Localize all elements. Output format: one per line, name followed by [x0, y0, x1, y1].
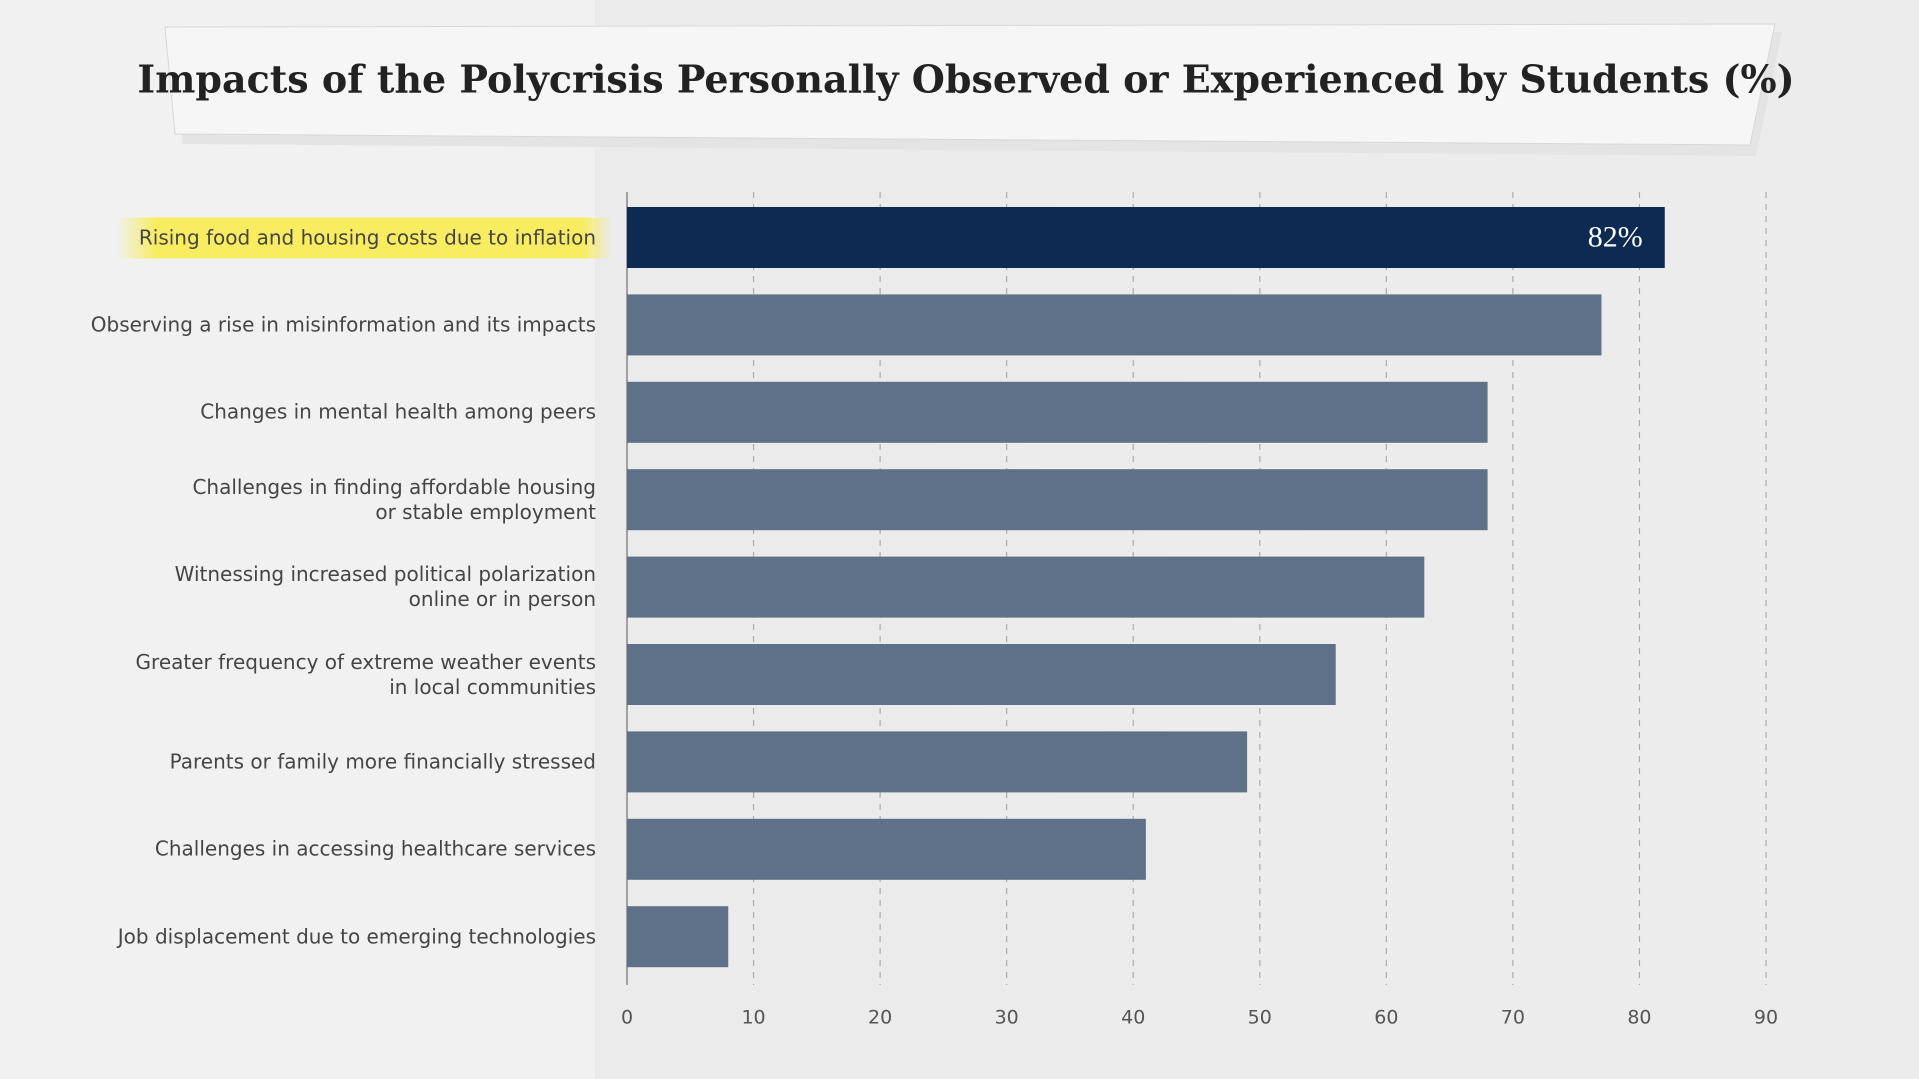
x-tick-label: 70: [1501, 1007, 1525, 1029]
value-label: 82%: [1588, 220, 1643, 253]
bar: [627, 731, 1248, 793]
x-tick-label: 90: [1754, 1007, 1778, 1029]
bar: [627, 644, 1336, 705]
x-tick-label: 10: [741, 1007, 765, 1029]
category-label: Rising food and housing costs due to inf…: [116, 217, 612, 258]
title-banner: [164, 23, 1776, 146]
bar: [627, 294, 1602, 356]
bar: [627, 906, 729, 968]
chart-title: Impacts of the Polycrisis Personally Obs…: [137, 57, 1794, 102]
bar: [627, 469, 1488, 531]
bar: [627, 381, 1488, 443]
x-tick-label: 30: [995, 1007, 1019, 1029]
bar: [627, 556, 1425, 618]
category-label: Changes in mental health among peers: [200, 399, 596, 424]
category-label: Parents or family more financially stres…: [169, 749, 596, 774]
category-label: Job displacement due to emerging technol…: [117, 924, 596, 949]
category-label: Observing a rise in misinformation and i…: [90, 312, 596, 337]
x-tick-label: 40: [1121, 1007, 1145, 1029]
x-tick-label: 60: [1374, 1007, 1398, 1029]
x-tick-label: 80: [1627, 1007, 1651, 1029]
bar: [627, 818, 1146, 880]
category-label: Greater frequency of extreme weather eve…: [135, 649, 596, 699]
x-tick-label: 20: [868, 1007, 892, 1029]
bar: [627, 207, 1665, 268]
category-label: Challenges in accessing healthcare servi…: [154, 836, 596, 861]
x-tick-label: 50: [1248, 1007, 1272, 1029]
x-tick-label: 0: [621, 1007, 633, 1029]
category-label: Witnessing increased political polarizat…: [174, 562, 596, 612]
category-label: Challenges in finding affordable housing…: [192, 474, 596, 524]
